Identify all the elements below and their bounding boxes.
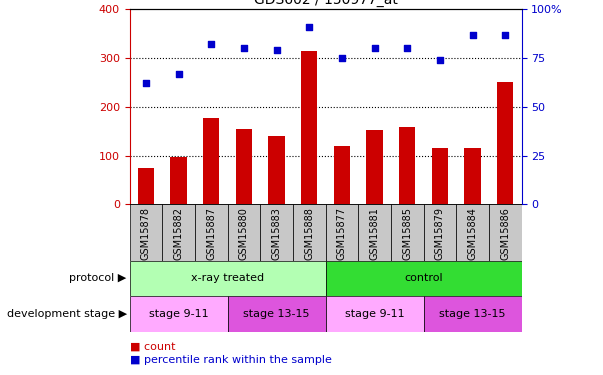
Bar bbox=[367, 130, 383, 204]
Text: GSM15878: GSM15878 bbox=[141, 207, 151, 260]
Bar bbox=[326, 261, 522, 296]
Bar bbox=[424, 296, 522, 332]
Bar bbox=[228, 296, 326, 332]
Bar bbox=[497, 82, 513, 204]
Point bbox=[174, 71, 183, 77]
Point bbox=[272, 47, 282, 53]
Text: GSM15884: GSM15884 bbox=[467, 207, 478, 260]
Text: protocol ▶: protocol ▶ bbox=[69, 273, 127, 284]
Text: GSM15883: GSM15883 bbox=[271, 207, 282, 260]
Point bbox=[500, 32, 510, 38]
Point bbox=[402, 45, 412, 51]
Bar bbox=[432, 148, 448, 204]
Title: GDS602 / 150977_at: GDS602 / 150977_at bbox=[254, 0, 397, 7]
Bar bbox=[326, 296, 423, 332]
Bar bbox=[268, 136, 285, 204]
Point bbox=[370, 45, 379, 51]
Bar bbox=[171, 157, 187, 204]
Text: stage 13-15: stage 13-15 bbox=[440, 309, 506, 319]
Bar bbox=[464, 148, 481, 204]
Text: ■ percentile rank within the sample: ■ percentile rank within the sample bbox=[130, 355, 332, 365]
Point bbox=[206, 42, 216, 48]
Text: stage 9-11: stage 9-11 bbox=[149, 309, 209, 319]
Text: GSM15882: GSM15882 bbox=[174, 207, 184, 260]
Point bbox=[239, 45, 249, 51]
Point bbox=[337, 55, 347, 61]
Bar bbox=[138, 168, 154, 204]
Point bbox=[305, 24, 314, 30]
Bar bbox=[391, 204, 424, 261]
Bar bbox=[195, 204, 228, 261]
Text: control: control bbox=[404, 273, 443, 284]
Bar bbox=[489, 204, 522, 261]
Text: x-ray treated: x-ray treated bbox=[191, 273, 264, 284]
Bar bbox=[424, 204, 456, 261]
Point bbox=[435, 57, 445, 63]
Bar bbox=[399, 128, 415, 204]
Text: stage 13-15: stage 13-15 bbox=[244, 309, 310, 319]
Bar bbox=[203, 118, 219, 204]
Text: GSM15888: GSM15888 bbox=[305, 207, 314, 260]
Text: ■ count: ■ count bbox=[130, 342, 175, 352]
Text: GSM15877: GSM15877 bbox=[337, 207, 347, 260]
Bar bbox=[334, 146, 350, 204]
Bar bbox=[260, 204, 293, 261]
Text: GSM15885: GSM15885 bbox=[402, 207, 412, 260]
Text: stage 9-11: stage 9-11 bbox=[345, 309, 405, 319]
Text: development stage ▶: development stage ▶ bbox=[7, 309, 127, 319]
Bar bbox=[293, 204, 326, 261]
Text: GSM15887: GSM15887 bbox=[206, 207, 216, 260]
Text: GSM15879: GSM15879 bbox=[435, 207, 445, 260]
Bar bbox=[358, 204, 391, 261]
Point bbox=[141, 81, 151, 87]
Point bbox=[468, 32, 478, 38]
Bar bbox=[162, 204, 195, 261]
Bar bbox=[301, 51, 317, 204]
Bar bbox=[236, 129, 252, 204]
Bar bbox=[130, 296, 228, 332]
Text: GSM15880: GSM15880 bbox=[239, 207, 249, 260]
Text: GSM15881: GSM15881 bbox=[370, 207, 380, 260]
Bar bbox=[130, 261, 326, 296]
Text: GSM15886: GSM15886 bbox=[500, 207, 510, 260]
Bar bbox=[456, 204, 489, 261]
Bar bbox=[326, 204, 358, 261]
Bar bbox=[228, 204, 260, 261]
Bar bbox=[130, 204, 162, 261]
